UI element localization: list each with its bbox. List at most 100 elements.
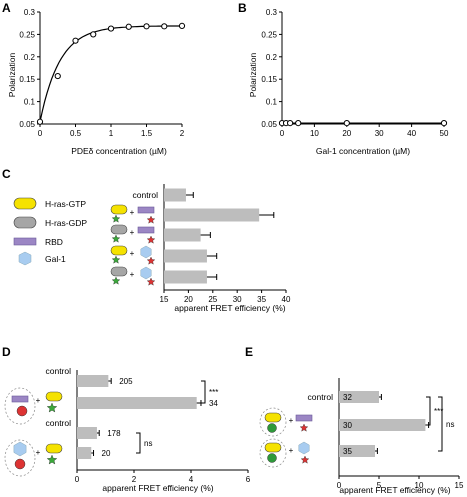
panel-letter-a: A	[2, 1, 11, 15]
rbd-legend-icon	[13, 237, 37, 246]
chart-e-x-tick-label: 0	[337, 481, 342, 490]
chart-d-xlabel: apparent FRET efficiency (%)	[102, 483, 213, 493]
chart-b-x-tick-label: 40	[407, 129, 416, 138]
plus-icon: +	[36, 396, 41, 405]
chart-a-series-line	[39, 25, 182, 122]
plus-icon: +	[130, 249, 135, 258]
chart-c-x-tick-label: 25	[208, 295, 217, 304]
chart-c-x-tick-label: 40	[282, 295, 291, 304]
red-star-icon	[146, 277, 156, 286]
chart-d-n-label: 205	[119, 377, 133, 386]
cell-outline-icon	[259, 407, 287, 437]
cell-outline-icon	[259, 438, 287, 468]
chart-a-x-tick-label: 0.5	[70, 129, 82, 138]
chart-d-n-label: 20	[102, 449, 111, 458]
chart-b-y-tick-label: 0.1	[266, 98, 278, 107]
h-ras-gtp-icon	[45, 391, 63, 402]
chart-d-category-label: control	[45, 366, 71, 376]
chart-c-x-tick-label: 35	[257, 295, 266, 304]
h-ras-gtp-icon	[264, 412, 282, 423]
chart-a-y-tick-label: 0.3	[24, 8, 36, 17]
chart-a-x-tick-label: 2	[180, 129, 185, 138]
chart-c-bar	[164, 270, 207, 284]
chart-e-x-tick-label: 15	[455, 481, 464, 490]
h-ras-gtp-icon	[45, 443, 63, 454]
green-star-icon	[111, 255, 121, 264]
chart-d-x-tick-label: 6	[246, 475, 251, 484]
legend-label-h-ras-gdp: H-ras-GDP	[45, 218, 87, 228]
chart-e-bar	[339, 445, 375, 457]
chart-d-category-label: control	[45, 418, 71, 428]
chart-c-bar	[164, 249, 207, 263]
plus-icon: +	[36, 448, 41, 457]
gal-1-icon	[140, 266, 152, 280]
chart-d-bar	[77, 397, 197, 409]
chart-a-xlabel: PDEδ concentration (µM)	[71, 146, 167, 156]
chart-a-x-tick-label: 0	[38, 129, 43, 138]
chart-d-x-tick-label: 0	[75, 475, 80, 484]
green-star-icon	[46, 402, 58, 413]
chart-d-significance-label: ns	[144, 439, 152, 448]
h-ras-gtp-icon	[110, 204, 128, 215]
chart-e-bar	[339, 391, 379, 403]
chart-e-x-tick-label: 5	[377, 481, 382, 490]
chart-a-point	[161, 23, 168, 30]
schematics: + + + + + + + +	[4, 204, 313, 477]
chart-b-ylabel: Polarization	[248, 53, 258, 98]
gal-1-icon	[140, 245, 152, 259]
chart-e-significance-label: ns	[446, 420, 454, 429]
chart-b-xlabel: Gal-1 concentration (µM)	[316, 146, 410, 156]
chart-e-n-label: 30	[343, 421, 352, 430]
green-dot-icon	[267, 453, 277, 463]
red-star-icon	[300, 455, 310, 464]
chart-d-x-tick-label: 4	[189, 475, 194, 484]
legend-label-gal-1: Gal-1	[45, 254, 66, 264]
chart-c-x-tick-label: 20	[184, 295, 193, 304]
cell-outline-icon	[4, 439, 36, 477]
chart-c: 15 20 25 30 35 40 control	[132, 184, 291, 304]
h-ras-gtp-icon	[264, 442, 282, 453]
chart-c-x-tick-label: 15	[160, 295, 169, 304]
legend-label-h-ras-gtp: H-ras-GTP	[45, 199, 86, 209]
chart-a-y-tick-label: 0.25	[19, 30, 35, 39]
panel-letter-c: C	[2, 167, 11, 181]
chart-b-y-tick-label: 0.05	[261, 120, 277, 129]
gal-1-icon	[298, 441, 310, 455]
chart-a-point	[143, 23, 150, 30]
chart-c-x-tick-label: 30	[233, 295, 242, 304]
h-ras-gdp-icon	[110, 266, 128, 277]
chart-a-y-tick-label: 0.05	[19, 120, 35, 129]
red-dot-icon	[16, 405, 28, 417]
rbd-icon	[137, 226, 155, 234]
chart-e-significance-bracket	[438, 396, 443, 452]
red-star-icon	[299, 423, 309, 432]
gal-1-legend-icon	[18, 251, 32, 266]
chart-e-x-tick-label: 10	[415, 481, 424, 490]
chart-a-y-tick-label: 0.2	[24, 53, 36, 62]
chart-a-x-tick-label: 1.5	[141, 129, 153, 138]
chart-b-point	[287, 120, 294, 127]
plus-icon: +	[289, 446, 294, 455]
red-star-icon	[146, 235, 156, 244]
chart-c-bar	[164, 188, 186, 202]
rbd-icon	[11, 395, 29, 403]
chart-b-x-tick-label: 0	[280, 129, 285, 138]
cell-outline-icon	[4, 387, 36, 425]
chart-d-significance-bracket	[201, 380, 206, 404]
chart-e-n-label: 32	[343, 393, 352, 402]
chart-a-point	[72, 37, 79, 44]
chart-a-x-tick-label: 1	[109, 129, 114, 138]
chart-a-ylabel: Polarization	[7, 53, 17, 98]
chart-e: 0 5 10 15 control 32 30 35 ***ns	[307, 378, 464, 490]
chart-d-bar	[77, 447, 92, 459]
plus-icon: +	[289, 416, 294, 425]
gal-1-icon	[13, 441, 27, 457]
chart-d-n-label: 34	[209, 399, 218, 408]
h-ras-gdp-legend-icon	[13, 216, 37, 229]
panel-letter-d: D	[2, 345, 11, 359]
chart-c-bar	[164, 228, 201, 242]
h-ras-gtp-legend-icon	[13, 197, 37, 210]
h-ras-gtp-icon	[110, 245, 128, 256]
chart-b-y-tick-label: 0.3	[266, 8, 278, 17]
